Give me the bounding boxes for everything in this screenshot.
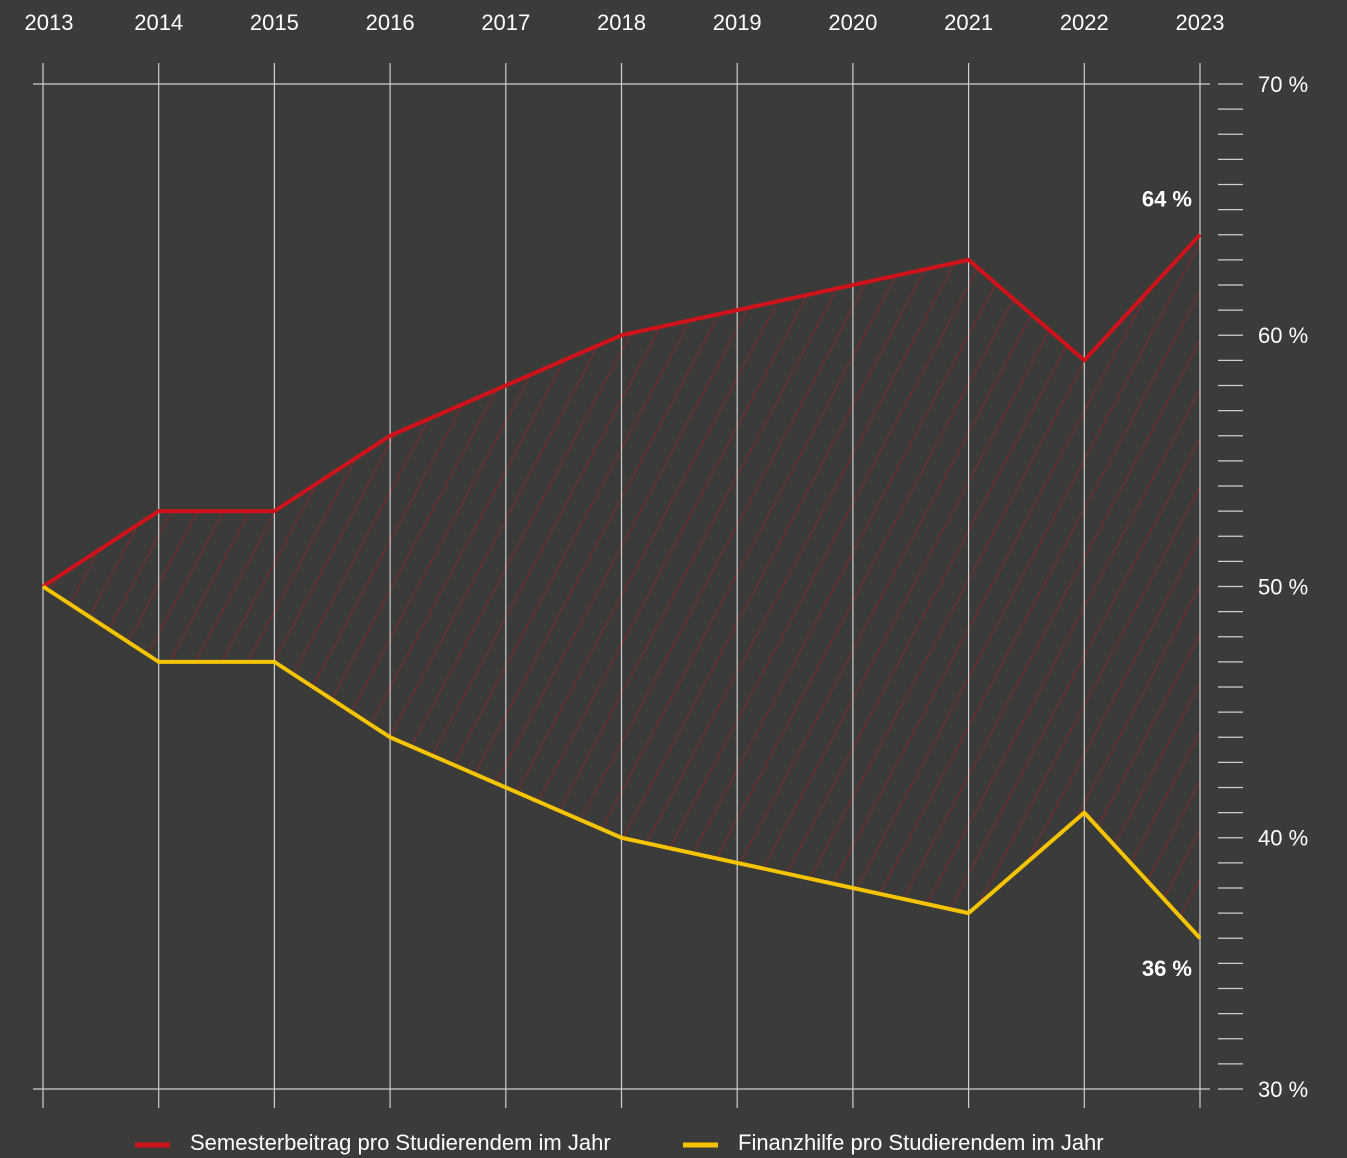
y-tick-label: 50 % xyxy=(1258,574,1308,599)
legend-label: Finanzhilfe pro Studierendem im Jahr xyxy=(738,1130,1104,1155)
series-line xyxy=(41,233,1202,589)
x-tick-label: 2020 xyxy=(828,10,877,35)
legend-label: Semesterbeitrag pro Studierendem im Jahr xyxy=(190,1130,611,1155)
x-tick-label: 2021 xyxy=(944,10,993,35)
value-label: 36 % xyxy=(1142,956,1192,981)
x-tick-label: 2013 xyxy=(25,10,74,35)
x-tick-label: 2023 xyxy=(1176,10,1225,35)
y-tick-label: 30 % xyxy=(1258,1077,1308,1102)
x-tick-label: 2016 xyxy=(366,10,415,35)
x-tick-label: 2022 xyxy=(1060,10,1109,35)
x-tick-label: 2015 xyxy=(250,10,299,35)
x-tick-label: 2018 xyxy=(597,10,646,35)
x-tick-label: 2019 xyxy=(713,10,762,35)
series-line xyxy=(41,584,1202,940)
value-label: 64 % xyxy=(1142,187,1192,212)
x-tick-label: 2017 xyxy=(481,10,530,35)
x-tick-label: 2014 xyxy=(134,10,183,35)
y-tick-label: 60 % xyxy=(1258,323,1308,348)
y-tick-label: 40 % xyxy=(1258,826,1308,851)
y-tick-label: 70 % xyxy=(1258,72,1308,97)
